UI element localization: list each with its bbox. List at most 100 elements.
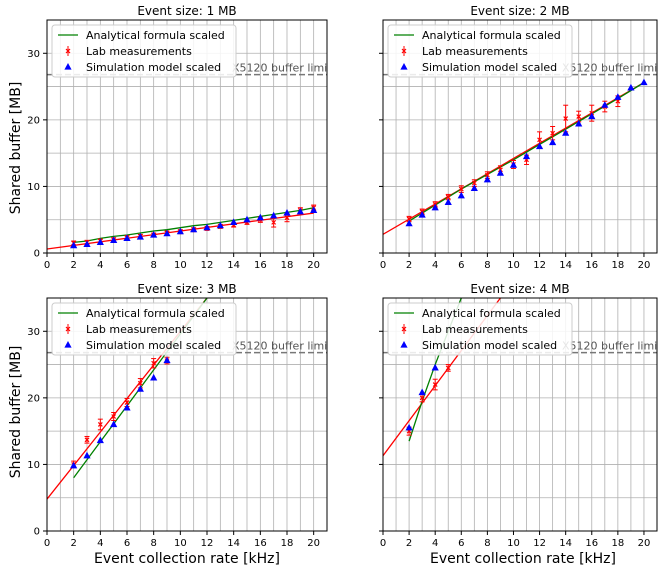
simulation-point: [522, 152, 531, 160]
simulation-point: [216, 221, 224, 229]
simulation-point: [509, 161, 518, 168]
x-tick-label: 8: [150, 260, 156, 271]
lab-marker: [550, 130, 556, 136]
simulation-point: [270, 211, 278, 219]
lab-marker: [576, 114, 582, 119]
lab-marker: [284, 215, 290, 221]
simulation-point: [136, 233, 144, 240]
x-tick-label: 4: [432, 538, 438, 549]
x-tick-label: 16: [254, 260, 267, 271]
simulation-point: [136, 385, 144, 392]
x-tick-label: 12: [533, 260, 546, 271]
legend-box: [51, 302, 237, 356]
simulation-point: [601, 101, 609, 108]
simulation-point: [483, 175, 491, 183]
lab-measurement-point: [137, 378, 143, 389]
x-tick-label: 0: [380, 538, 386, 549]
simulation-point: [405, 219, 413, 227]
x-tick-label: 0: [44, 538, 50, 549]
simulation-point: [110, 236, 118, 243]
x-axis-label-left: Event collection rate [kHz]: [94, 551, 280, 567]
simulation-point: [203, 223, 211, 231]
x-tick-label: 0: [380, 260, 386, 271]
legend-entry: Analytical formula scaled: [86, 29, 225, 42]
x-tick-label: 12: [201, 538, 214, 549]
legend-entry: Analytical formula scaled: [86, 307, 225, 320]
simulation-point: [123, 403, 131, 411]
y-tick-label: 10: [27, 182, 40, 193]
y-tick-label: 30: [27, 49, 40, 60]
legend: Analytical formula scaled Lab measurement…: [387, 302, 573, 356]
legend: Analytical formula scaled Lab measurement…: [387, 24, 573, 78]
legend-swatch-lab: [401, 326, 407, 332]
buffer-limit-label: X5120 buffer limit: [232, 62, 332, 75]
simulation-point: [457, 191, 465, 199]
lab-marker: [563, 116, 569, 121]
panel-title: Event size: 2 MB: [470, 4, 569, 18]
legend-entry: Lab measurements: [422, 323, 528, 336]
lab-measurement-point: [111, 412, 117, 421]
legend-box: [51, 24, 237, 78]
x-tick-label: 10: [174, 538, 187, 549]
lab-measurement-point: [151, 358, 157, 369]
buffer-limit-label: X5120 buffer limit: [562, 340, 661, 353]
x-tick-label: 14: [227, 538, 240, 549]
x-axis-label-right: Event collection rate [kHz]: [430, 551, 616, 567]
buffer-limit-label: X5120 buffer limit: [232, 340, 332, 353]
x-tick-label: 2: [406, 260, 412, 271]
x-tick-label: 16: [585, 260, 598, 271]
x-tick-label: 6: [124, 538, 130, 549]
lab-marker: [471, 180, 477, 186]
simulation-point: [70, 241, 78, 249]
x-tick-label: 2: [70, 260, 76, 271]
legend-swatch-lab: [65, 326, 71, 332]
axes-frame: [382, 19, 658, 254]
x-tick-label: 20: [307, 538, 320, 549]
legend-entry: Simulation model scaled: [86, 61, 221, 74]
y-tick-label: 20: [27, 115, 40, 126]
axes-frame: [382, 297, 658, 532]
legend-swatch-lab: [65, 48, 71, 54]
simulation-point: [640, 78, 648, 86]
panel-title: Event size: 4 MB: [470, 282, 569, 296]
axes-frame: [46, 297, 328, 532]
simulation-point: [588, 112, 596, 120]
simulation-point: [444, 198, 452, 206]
x-tick-label: 8: [484, 260, 490, 271]
chart-panel-1: X5120 buffer limit 0 2 4 6 8 10 12 14 16 18 20 0 10 20…: [27, 4, 332, 271]
legend: Analytical formula scaled Lab measurement…: [51, 24, 237, 78]
legend-entry: Analytical formula scaled: [422, 307, 561, 320]
legend-box: [387, 302, 573, 356]
legend-entry: Lab measurements: [86, 323, 192, 336]
simulation-point: [96, 238, 104, 245]
x-tick-label: 10: [507, 260, 520, 271]
axes-frame: [46, 19, 328, 254]
simulation-point: [405, 423, 413, 431]
lab-marker: [151, 360, 157, 366]
plot-area: X5120 buffer limit: [47, 62, 332, 250]
fit-line: [383, 82, 645, 235]
x-tick-label: 18: [281, 260, 294, 271]
legend-entry: Simulation model scaled: [422, 339, 557, 352]
y-axis-label-bottom: Shared buffer [MB]: [8, 346, 24, 479]
lab-marker: [458, 186, 464, 192]
simulation-point: [190, 225, 198, 233]
simulation-point: [562, 129, 570, 136]
y-tick-label: 0: [34, 249, 40, 260]
x-tick-label: 18: [611, 538, 624, 549]
x-tick-label: 0: [44, 260, 50, 271]
simulation-point: [418, 388, 426, 396]
legend-swatch-simulation: [400, 63, 408, 70]
lab-measurement-point: [445, 364, 451, 372]
simulation-point: [163, 229, 171, 237]
x-tick-label: 16: [585, 538, 598, 549]
legend-swatch-simulation: [64, 341, 72, 348]
lab-marker: [97, 422, 103, 427]
simulation-point: [549, 138, 557, 146]
x-tick-label: 4: [97, 260, 103, 271]
legend-entry: Analytical formula scaled: [422, 29, 561, 42]
buffer-limit-label: X5120 buffer limit: [562, 62, 661, 75]
legend: Analytical formula scaled Lab measurement…: [51, 302, 237, 356]
simulation-point: [431, 363, 439, 371]
